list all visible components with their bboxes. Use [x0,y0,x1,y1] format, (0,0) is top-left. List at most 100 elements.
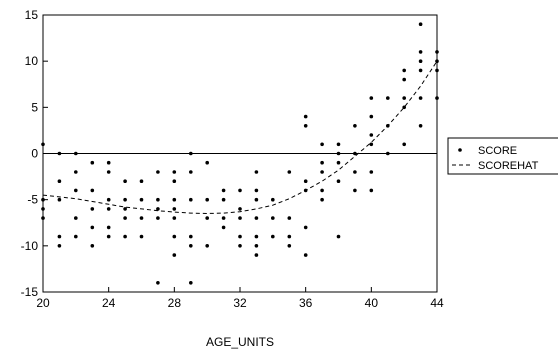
score-point [369,133,374,137]
score-point [41,216,45,220]
score-point [254,216,259,220]
score-point [320,170,324,174]
score-point [57,179,62,183]
x-tick-label: 20 [36,296,50,310]
score-point [303,188,308,193]
score-point [402,142,407,147]
score-point [189,197,193,202]
score-point [205,244,209,248]
x-axis-title: AGE_UNITS [206,335,274,349]
score-point [189,234,193,239]
score-point [189,281,193,285]
score-point [74,170,78,174]
score-point [320,160,324,165]
y-tick-label: 5 [31,100,38,114]
score-point [90,244,95,248]
score-point [156,207,160,211]
score-point [271,197,275,202]
score-point [320,197,324,202]
score-point [287,234,292,239]
x-axis-ticks: 20 24 28 32 36 40 44 [36,287,444,310]
score-point [90,160,95,165]
score-point [221,225,226,230]
score-point [303,225,308,230]
score-point [402,68,407,73]
score-point [238,207,242,211]
score-point [353,124,357,128]
score-point [336,160,341,165]
score-point [41,142,45,147]
series-line-scorehat [42,60,438,215]
y-tick-label: -15 [21,285,39,299]
y-tick-label: 10 [25,54,39,68]
score-point [221,188,226,193]
score-point [402,77,407,82]
x-tick-label: 40 [365,296,379,310]
y-axis-ticks: -15 -10 -5 0 5 10 15 [21,8,48,299]
score-point [435,59,439,63]
score-point [205,216,209,220]
score-point [435,68,439,73]
score-point [172,170,177,174]
score-point [271,216,275,220]
score-point [90,207,95,211]
legend-label-score: SCORE [478,145,517,157]
score-point [156,216,160,220]
score-point [254,197,259,202]
score-point [402,105,407,110]
score-point [172,253,177,257]
score-point [57,244,62,248]
y-tick-label: 15 [25,8,39,22]
score-point [74,151,78,156]
score-point [221,197,226,202]
score-point [106,234,111,239]
x-tick-label: 36 [299,296,313,310]
score-point [172,234,177,239]
score-point [303,124,308,128]
score-point [386,151,390,156]
score-point [320,188,324,193]
score-point [369,170,374,174]
score-point [189,244,193,248]
score-point [303,253,308,257]
score-point [106,207,111,211]
score-point [254,234,259,239]
score-point [271,234,275,239]
score-point [123,216,127,220]
y-tick-label: -10 [21,239,39,253]
score-point [74,234,78,239]
score-point [303,179,308,183]
score-point [106,225,111,230]
score-point [172,197,177,202]
legend-label-scorehat: SCOREHAT [478,160,539,172]
score-point [90,188,95,193]
score-point [74,188,78,193]
score-point [189,170,193,174]
score-point [123,207,127,211]
score-point [41,207,45,211]
score-point [402,96,407,100]
score-point [156,281,160,285]
score-point [238,188,242,193]
score-point [238,216,242,220]
score-point [106,197,111,202]
score-point [238,234,242,239]
score-point [418,124,423,128]
score-point [435,50,439,54]
score-point [287,244,292,248]
score-point [369,96,374,100]
score-point [369,188,374,193]
score-point [386,124,390,128]
series-points-score [41,22,439,285]
score-point [418,22,423,27]
score-point [189,151,193,156]
score-point [353,151,357,156]
score-point [418,68,423,73]
score-point [336,151,341,156]
score-point [139,216,144,220]
score-point [254,170,259,174]
score-point [435,96,439,100]
score-point [254,253,259,257]
score-point [156,170,160,174]
